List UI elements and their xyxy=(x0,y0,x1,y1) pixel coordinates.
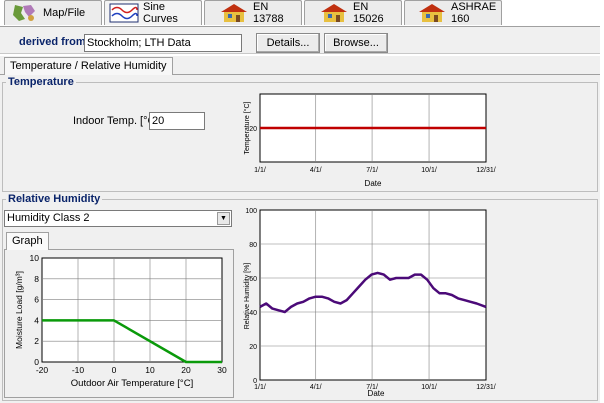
tab-graph[interactable]: Graph xyxy=(6,232,49,250)
tab-map-file[interactable]: Map/File xyxy=(4,0,102,25)
y-tick-label: 10 xyxy=(30,253,40,263)
y-tick-label: 20 xyxy=(249,344,257,351)
x-tick-label: 4/1/ xyxy=(310,384,322,391)
source-field[interactable]: Stockholm; LTH Data xyxy=(84,34,242,52)
y-tick-label: 8 xyxy=(34,274,39,284)
moisture-load-series-line xyxy=(42,319,222,364)
x-tick-label: 7/1/ xyxy=(366,167,378,174)
temperature-chart: 1/1/4/1/7/1/10/1/12/31/ 20 Date Temperat… xyxy=(243,93,496,188)
y-tick-label: 60 xyxy=(249,276,257,283)
tab-ashrae-160[interactable]: ASHRAE 160 xyxy=(404,0,502,25)
moisture-load-chart: -20 -10 0 10 20 30 0 2 4 6 8 10 Outdoor Air Temper… xyxy=(14,253,227,389)
indoor-temp-input[interactable]: 20 xyxy=(149,112,205,130)
x-tick-label: -20 xyxy=(36,365,49,375)
house-icon xyxy=(419,4,445,22)
map-icon xyxy=(13,5,35,21)
tab-sine-curves[interactable]: Sine Curves xyxy=(104,0,202,25)
tab-temperature-humidity[interactable]: Temperature / Relative Humidity xyxy=(4,57,173,75)
details-button[interactable]: Details... xyxy=(256,33,320,53)
x-tick-label: 1/1/ xyxy=(254,167,266,174)
x-tick-label: 12/31/ xyxy=(476,384,496,391)
x-tick-label: 10/1/ xyxy=(421,167,437,174)
indoor-temp-label: Indoor Temp. [°C] xyxy=(73,115,159,127)
y-tick-label: 40 xyxy=(249,310,257,317)
moisture-plot-area xyxy=(41,257,223,363)
moisture-x-axis-label: Outdoor Air Temperature [°C] xyxy=(71,378,193,389)
tab-label: Sine Curves xyxy=(143,1,178,25)
humidity-class-select[interactable]: Humidity Class 2 ▼ xyxy=(4,210,232,227)
y-tick-label: 4 xyxy=(34,315,39,325)
chevron-down-icon[interactable]: ▼ xyxy=(217,212,230,225)
x-tick-label: 12/31/ xyxy=(476,167,496,174)
moisture-y-axis-label: Moisture Load [g/m³] xyxy=(14,271,24,349)
x-tick-label: 7/1/ xyxy=(366,384,378,391)
relative-humidity-series-line xyxy=(259,271,487,314)
source-label: derived from xyxy=(19,36,86,48)
sine-curves-icon xyxy=(109,3,139,23)
temperature-group xyxy=(2,82,598,192)
browse-button[interactable]: Browse... xyxy=(324,33,388,53)
tab-label: ASHRAE 160 xyxy=(451,1,497,25)
x-tick-label: 10 xyxy=(145,365,155,375)
x-tick-label: 10/1/ xyxy=(421,384,437,391)
x-tick-label: -10 xyxy=(72,365,85,375)
humidity-x-axis-label: Date xyxy=(368,389,385,398)
humidity-title: Relative Humidity xyxy=(6,193,103,205)
section-tab-line xyxy=(0,74,600,75)
x-tick-label: 0 xyxy=(112,365,117,375)
tab-label: EN 13788 xyxy=(253,1,284,25)
x-tick-label: 1/1/ xyxy=(254,384,266,391)
house-icon xyxy=(321,4,347,22)
y-tick-label: 80 xyxy=(249,242,257,249)
temperature-title: Temperature xyxy=(6,76,76,88)
x-tick-label: 20 xyxy=(181,365,191,375)
temperature-x-axis-label: Date xyxy=(365,179,382,188)
y-tick-label: 0 xyxy=(253,378,257,385)
y-tick-label: 100 xyxy=(245,208,257,215)
x-tick-label: 4/1/ xyxy=(310,167,322,174)
tab-en-15026[interactable]: EN 15026 xyxy=(304,0,402,25)
tab-en-13788[interactable]: EN 13788 xyxy=(204,0,302,25)
x-tick-label: 30 xyxy=(217,365,227,375)
tab-label: Map/File xyxy=(43,7,86,19)
y-tick-label: 6 xyxy=(34,295,39,305)
tab-label: EN 15026 xyxy=(353,1,384,25)
y-tick-label: 0 xyxy=(34,357,39,367)
graph-tab-line xyxy=(4,249,234,250)
house-icon xyxy=(221,4,247,22)
relative-humidity-chart: 1/1/4/1/7/1/10/1/12/31/ 0 20 40 60 80 100 Dat… xyxy=(244,208,496,398)
humidity-class-value: Humidity Class 2 xyxy=(7,212,90,224)
y-tick-label: 2 xyxy=(34,336,39,346)
humidity-group xyxy=(2,199,598,401)
humidity-y-axis-label: Relative Humidity [%] xyxy=(244,263,251,330)
y-tick-label: 20 xyxy=(249,126,257,133)
temperature-y-axis-label: Temperature [°C] xyxy=(243,101,251,154)
